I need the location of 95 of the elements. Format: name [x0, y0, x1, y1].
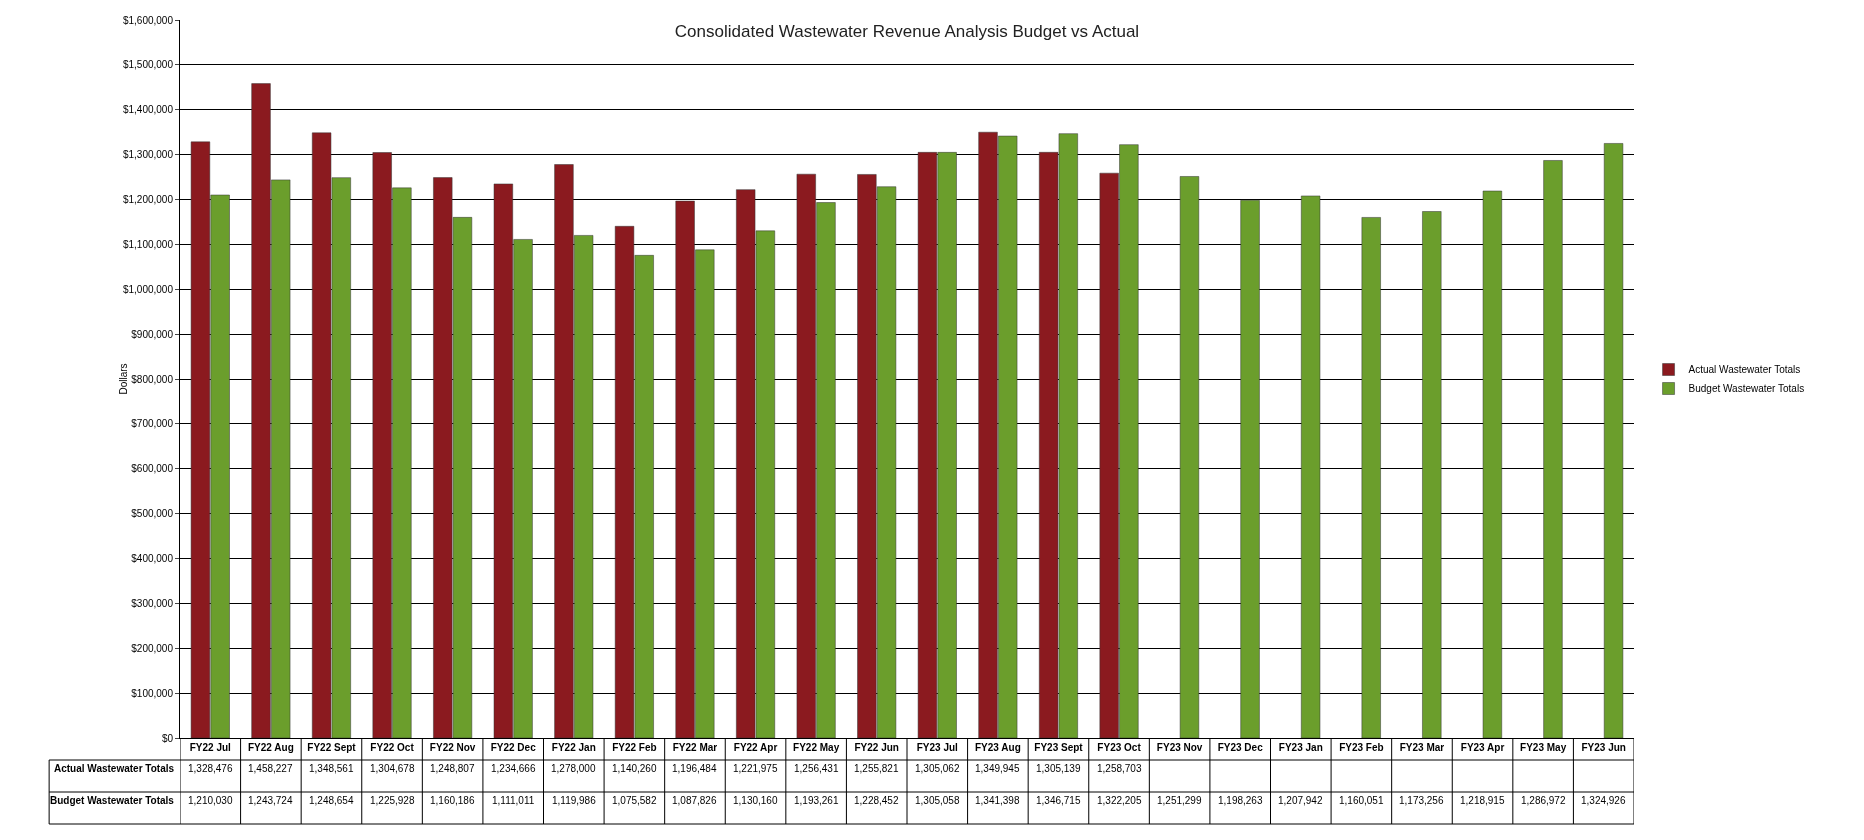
- x-tick-label: FY22 Jul: [189, 742, 232, 753]
- y-axis-title: Dollars: [118, 363, 130, 395]
- x-tick-label: FY22 Apr: [733, 742, 778, 753]
- bar: [1361, 217, 1381, 738]
- data-label: 1,140,260: [612, 763, 657, 774]
- data-label: 1,210,030: [188, 795, 233, 806]
- x-tick-label: FY22 Jun: [854, 742, 899, 753]
- x-tick-label: FY23 Aug: [975, 742, 1021, 753]
- bar: [1301, 195, 1321, 738]
- data-label: 1,346,715: [1036, 795, 1081, 806]
- y-tick-label: $1,100,000: [122, 238, 174, 250]
- y-tick-label: $1,000,000: [122, 283, 174, 295]
- bar: [1240, 200, 1260, 738]
- y-tick-label: $0: [161, 732, 174, 744]
- data-label: 1,458,227: [248, 763, 293, 774]
- data-label: 1,251,299: [1157, 795, 1202, 806]
- data-label: 1,248,654: [309, 795, 354, 806]
- data-label: 1,305,139: [1036, 763, 1081, 774]
- x-tick-label: FY23 Feb: [1339, 742, 1384, 753]
- y-tick-label: $600,000: [131, 463, 174, 475]
- y-tick-label: $1,600,000: [122, 14, 174, 26]
- x-tick-label: FY22 Feb: [612, 742, 657, 753]
- data-label: 1,160,186: [430, 795, 475, 806]
- x-tick-label: FY23 Jun: [1581, 742, 1626, 753]
- data-label: 1,256,431: [794, 763, 839, 774]
- y-tick-label: $1,500,000: [122, 59, 174, 71]
- data-label: 1,286,972: [1521, 795, 1566, 806]
- data-label: 1,278,000: [551, 763, 596, 774]
- data-label: 1,119,986: [552, 795, 597, 806]
- bar: [1543, 160, 1563, 738]
- data-label: 1,258,703: [1097, 763, 1142, 774]
- x-tick-label: FY23 Jul: [916, 742, 959, 753]
- data-label: 1,304,678: [370, 763, 415, 774]
- bar: [1482, 190, 1502, 738]
- data-label: 1,349,945: [975, 763, 1020, 774]
- data-label: 1,218,915: [1460, 795, 1505, 806]
- data-label: 1,221,975: [733, 763, 778, 774]
- data-label: 1,305,062: [915, 763, 960, 774]
- legend-label: Actual Wastewater Totals: [1688, 364, 1801, 376]
- x-tick-label: FY23 Dec: [1217, 742, 1264, 753]
- data-label: 1,228,452: [854, 795, 899, 806]
- y-tick-label: $900,000: [131, 328, 174, 340]
- bar: [1603, 143, 1624, 738]
- data-label: 1,341,398: [975, 795, 1020, 806]
- bar: [1422, 211, 1442, 738]
- x-tick-label: FY22 Nov: [429, 742, 476, 753]
- data-label: 1,075,582: [612, 795, 657, 806]
- data-label: 1,196,484: [672, 763, 717, 774]
- y-tick-label: $1,400,000: [122, 104, 174, 116]
- data-label: 1,111,011: [492, 795, 535, 806]
- y-tick-label: $1,300,000: [122, 149, 174, 161]
- data-label: 1,328,476: [188, 763, 233, 774]
- data-label: 1,322,205: [1097, 795, 1142, 806]
- x-tick-label: FY23 May: [1520, 742, 1567, 753]
- data-label: 1,198,263: [1218, 795, 1263, 806]
- y-tick-label: $700,000: [131, 418, 174, 430]
- data-label: 1,243,724: [248, 795, 293, 806]
- x-tick-label: FY23 Apr: [1460, 742, 1505, 753]
- x-tick-label: FY22 May: [793, 742, 840, 753]
- x-tick-label: FY23 Jan: [1278, 742, 1323, 753]
- y-tick-label: $400,000: [131, 553, 174, 564]
- text: Actual Wastewater Totals: [54, 763, 175, 774]
- data-label: 1,193,261: [794, 795, 839, 806]
- data-label: 1,173,256: [1399, 795, 1444, 806]
- x-tick-label: FY22 Jan: [551, 742, 596, 753]
- x-tick-label: FY23 Mar: [1399, 742, 1445, 753]
- text: Budget Wastewater Totals: [50, 795, 174, 806]
- x-tick-label: FY23 Sept: [1034, 742, 1084, 753]
- data-label: 1,087,826: [672, 795, 717, 806]
- data-label: 1,248,807: [430, 763, 475, 774]
- y-tick-label: $100,000: [131, 687, 174, 699]
- y-tick-label: $1,200,000: [122, 194, 174, 205]
- data-label: 1,324,926: [1581, 795, 1626, 806]
- y-tick-label: $500,000: [131, 508, 174, 520]
- data-label: 1,234,666: [491, 763, 536, 774]
- x-tick-label: FY22 Sept: [307, 742, 357, 753]
- x-tick-label: FY23 Nov: [1156, 742, 1203, 753]
- bar: [1179, 176, 1200, 738]
- chart-title: Consolidated Wastewater Revenue Analysis Budget vs Actual: [674, 22, 1140, 42]
- data-label: 1,255,821: [854, 763, 899, 774]
- x-tick-label: FY22 Oct: [370, 742, 415, 753]
- data-label: 1,348,561: [309, 763, 354, 774]
- data-label: 1,130,160: [733, 795, 778, 806]
- legend-label: Budget Wastewater Totals: [1688, 383, 1805, 395]
- data-label: 1,225,928: [370, 795, 415, 806]
- y-tick-label: $200,000: [131, 642, 174, 654]
- data-label: 1,160,051: [1339, 795, 1384, 806]
- data-label: 1,305,058: [915, 795, 960, 806]
- x-tick-label: FY23 Oct: [1097, 742, 1142, 753]
- data-label: 1,207,942: [1278, 795, 1323, 806]
- y-tick-label: $300,000: [131, 597, 174, 609]
- x-tick-label: FY22 Dec: [490, 742, 537, 753]
- x-tick-label: FY22 Mar: [672, 742, 718, 753]
- x-tick-label: FY22 Aug: [248, 742, 294, 753]
- y-tick-label: $800,000: [131, 373, 174, 385]
